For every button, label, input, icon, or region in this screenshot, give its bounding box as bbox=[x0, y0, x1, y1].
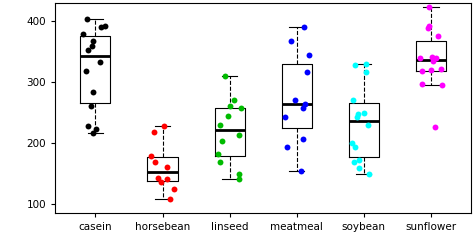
Point bbox=[84, 48, 91, 52]
Point bbox=[425, 26, 432, 30]
Point bbox=[428, 68, 435, 72]
Point bbox=[298, 169, 305, 173]
Point bbox=[355, 112, 362, 116]
Point bbox=[292, 98, 299, 102]
Point bbox=[87, 104, 94, 108]
Point bbox=[416, 56, 424, 60]
Point bbox=[97, 25, 104, 29]
Point bbox=[224, 114, 231, 118]
Point bbox=[237, 106, 245, 110]
Point bbox=[147, 154, 155, 158]
Point bbox=[355, 166, 363, 170]
Point bbox=[360, 111, 367, 115]
Point bbox=[96, 61, 104, 64]
Point bbox=[365, 123, 372, 126]
Point bbox=[431, 125, 439, 129]
Point bbox=[348, 142, 356, 145]
Point bbox=[349, 98, 357, 102]
Point bbox=[164, 177, 171, 181]
Point bbox=[101, 24, 109, 28]
Point bbox=[154, 176, 162, 180]
Point bbox=[235, 133, 243, 137]
Point bbox=[355, 159, 363, 163]
Point bbox=[288, 39, 295, 42]
Point bbox=[362, 70, 369, 74]
Point bbox=[215, 152, 222, 156]
Point bbox=[235, 177, 243, 181]
Point bbox=[351, 145, 359, 149]
Point bbox=[218, 139, 226, 143]
Point bbox=[281, 115, 289, 119]
Point bbox=[160, 124, 168, 128]
Point bbox=[419, 82, 426, 86]
Point bbox=[425, 5, 433, 9]
Point bbox=[283, 145, 291, 149]
Point bbox=[82, 69, 89, 73]
Point bbox=[432, 56, 439, 60]
Point bbox=[303, 70, 310, 74]
Point bbox=[150, 130, 158, 134]
Point bbox=[300, 25, 308, 29]
Point bbox=[92, 127, 100, 131]
Point bbox=[362, 62, 370, 66]
Point bbox=[236, 172, 243, 176]
Point bbox=[365, 172, 373, 176]
Point bbox=[166, 197, 173, 201]
Point bbox=[88, 44, 95, 48]
Point bbox=[151, 160, 159, 164]
Point bbox=[90, 39, 97, 42]
Point bbox=[157, 180, 164, 184]
Point bbox=[353, 115, 361, 119]
Point bbox=[305, 53, 312, 57]
Point bbox=[90, 90, 97, 94]
Point bbox=[83, 17, 91, 21]
Point bbox=[429, 59, 437, 63]
Point bbox=[299, 105, 307, 109]
Point bbox=[301, 103, 309, 106]
Point bbox=[84, 124, 92, 128]
Point bbox=[350, 160, 358, 164]
Point bbox=[170, 187, 178, 191]
Point bbox=[216, 123, 224, 127]
Point bbox=[227, 104, 234, 108]
Point bbox=[419, 69, 426, 73]
Point bbox=[299, 137, 307, 141]
Point bbox=[80, 32, 87, 36]
Point bbox=[221, 75, 229, 79]
Point bbox=[425, 24, 433, 28]
Point bbox=[438, 83, 446, 87]
Point bbox=[216, 160, 223, 164]
Point bbox=[352, 63, 359, 67]
Point bbox=[428, 55, 436, 59]
Point bbox=[89, 131, 97, 135]
Point bbox=[437, 66, 445, 70]
Point bbox=[230, 98, 238, 102]
Point bbox=[435, 34, 442, 38]
Point bbox=[163, 165, 171, 169]
